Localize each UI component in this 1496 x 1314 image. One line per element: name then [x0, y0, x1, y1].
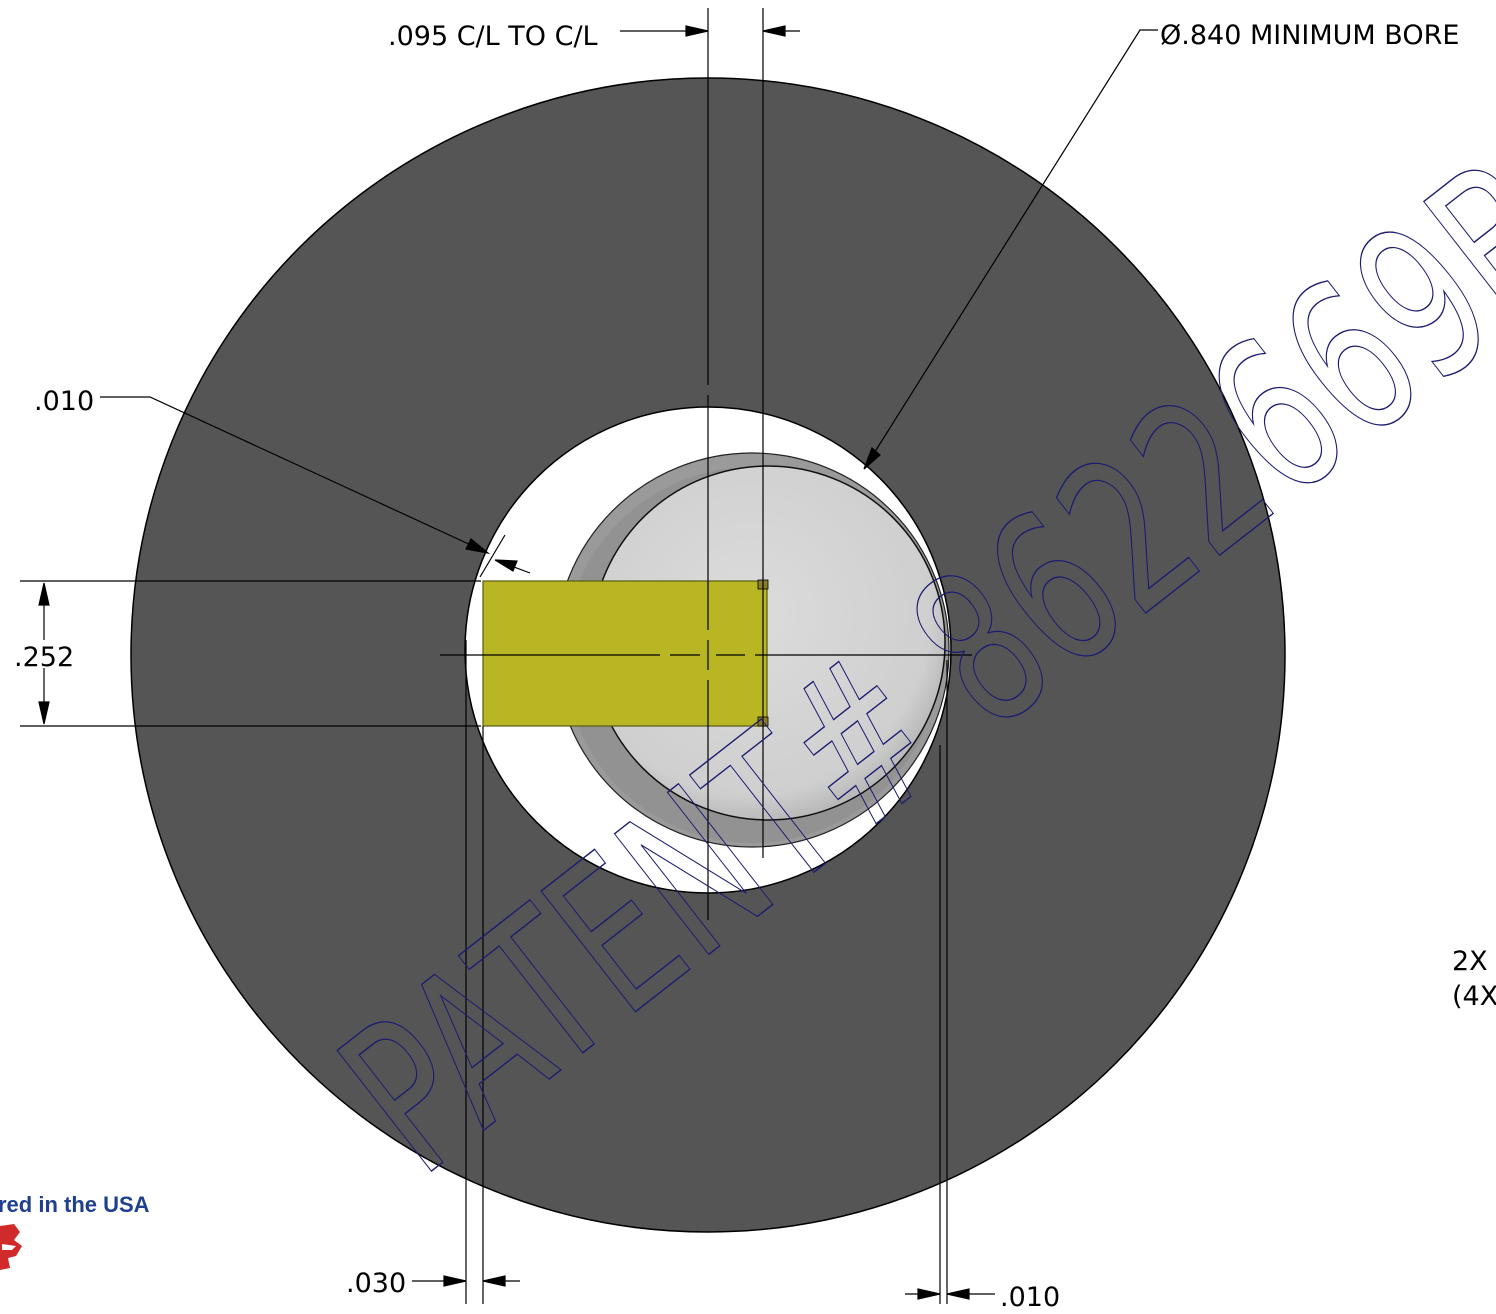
dim-centerline-text: .095 C/L TO C/L — [388, 21, 598, 52]
usa-flag-map-stripe — [2, 1244, 16, 1250]
badge-text: red in the USA — [0, 1192, 150, 1217]
dim-bore-text: Ø.840 MINIMUM BORE — [1160, 20, 1459, 51]
centerlines — [440, 8, 972, 920]
dim-bottom-right-text: .010 — [1000, 1282, 1060, 1313]
dim-clearance-top-text: .010 — [34, 386, 94, 417]
key-block — [482, 580, 768, 727]
made-in-usa-badge: red in the USA — [0, 1192, 150, 1270]
dim-key-width-text: .252 — [14, 642, 74, 673]
note-2x-text: 2X — [1452, 946, 1488, 977]
dimension-lines — [20, 25, 1158, 1304]
note-4x-text: (4X — [1452, 981, 1496, 1012]
dim-bottom-left-text: .030 — [346, 1268, 406, 1299]
